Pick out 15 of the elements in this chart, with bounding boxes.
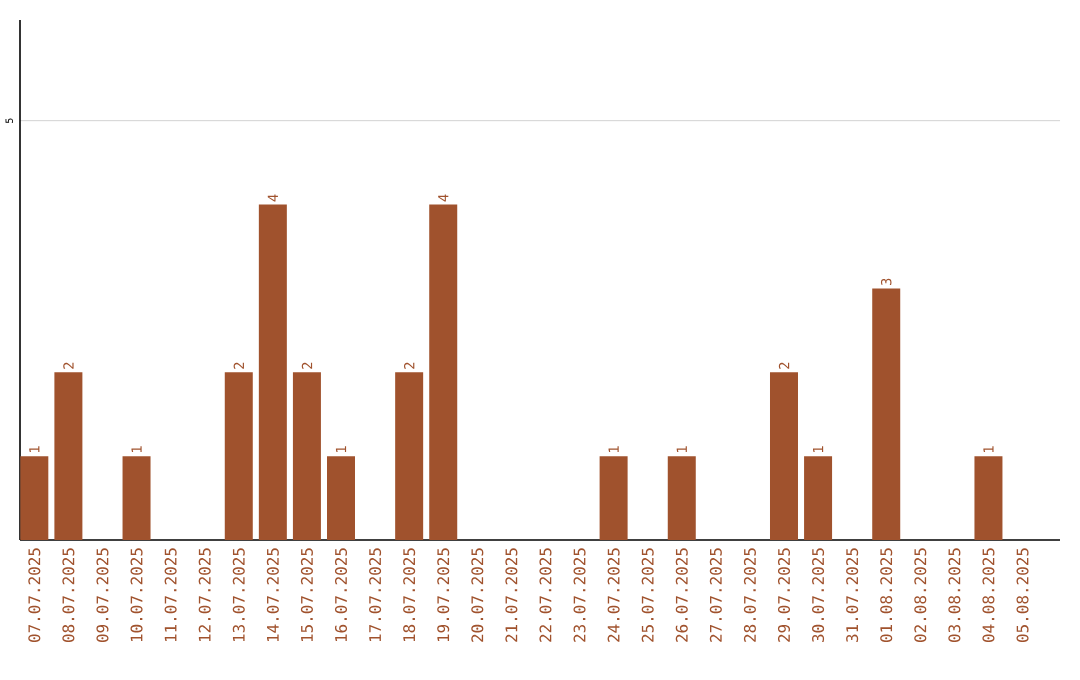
bar [599,456,628,540]
bar [327,456,355,540]
bar [667,456,696,540]
bar [292,372,321,540]
bar [395,372,424,540]
bar [872,288,901,540]
bar [258,204,287,540]
bar [224,372,253,540]
bar [804,456,833,540]
bar [54,372,83,540]
bar [429,204,458,540]
bar [769,372,798,540]
bar [974,456,1003,540]
bar [20,456,49,540]
bar [122,456,151,540]
